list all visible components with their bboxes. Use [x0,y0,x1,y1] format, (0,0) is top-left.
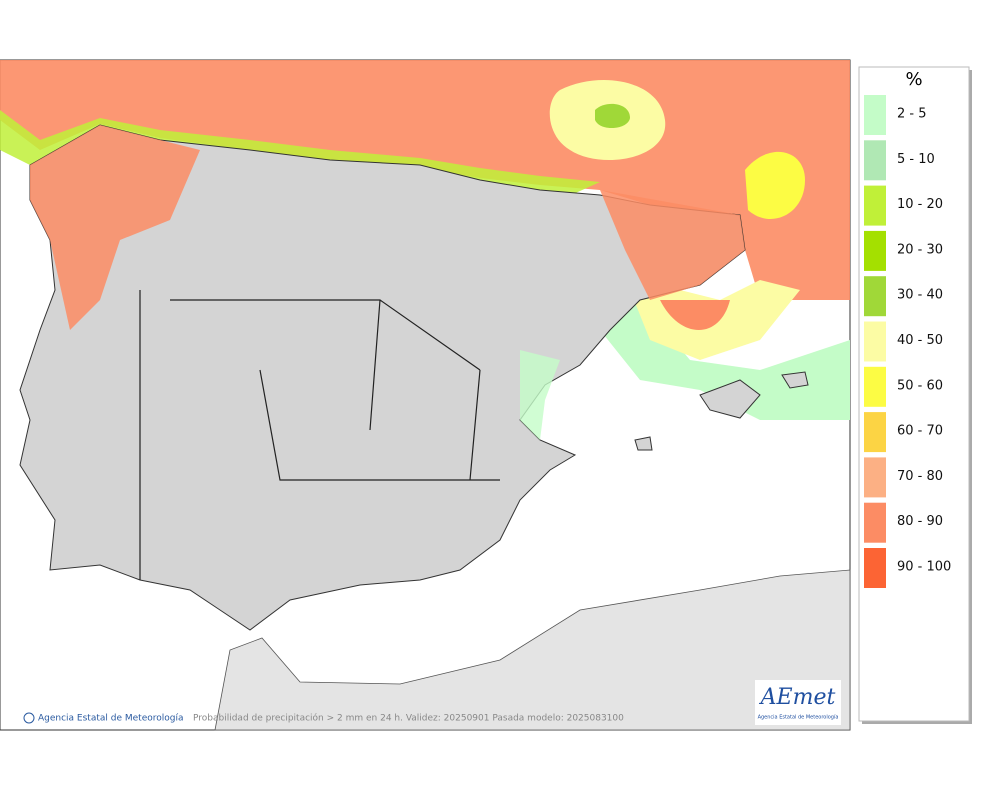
balearics [634,371,809,451]
legend-swatch [864,185,886,226]
legend-label: 10 - 20 [897,197,943,212]
caption: Probabilidad de precipitación > 2 mm en … [193,713,624,724]
legend-swatch [864,140,886,181]
legend-label: 40 - 50 [897,333,943,348]
iberia [19,124,746,631]
legend-label: 80 - 90 [897,514,943,529]
legend-label: 90 - 100 [897,560,951,575]
legend: % 2 - 5 5 - 10 10 - 20 20 - 30 30 - 40 40 - 5… [858,66,972,724]
logo: AEmet [759,685,836,710]
legend-swatch [864,321,886,362]
rain-med3 [660,300,730,330]
legend-swatch [864,95,886,135]
legend-title: % [905,69,922,90]
legend-swatch [864,276,886,317]
rain-valencia [520,350,560,440]
legend-swatch [864,457,886,498]
africa [214,569,851,731]
credit: Agencia Estatal de Meteorología [38,714,184,724]
logo-box [755,680,841,725]
legend-label: 5 - 10 [897,152,935,167]
legend-swatch [864,502,886,543]
map: Agencia Estatal de Meteorología Probabil… [0,59,851,731]
copyright-icon [23,712,35,724]
region-borders [139,290,500,580]
rain-catalonia [600,190,745,300]
legend-label: 2 - 5 [897,107,927,122]
legend-label: 30 - 40 [897,288,943,303]
logo-subtitle: Agencia Estatal de Meteorología [758,714,839,721]
legend-label: 50 - 60 [897,378,943,393]
rain-green [595,103,630,129]
legend-label: 60 - 70 [897,424,943,439]
rain-yellow2 [745,151,805,219]
rain-galicia [30,125,200,330]
legend-label: 70 - 80 [897,469,943,484]
legend-swatch [864,366,886,407]
legend-swatch [864,548,886,588]
legend-swatch [864,412,886,453]
legend-swatch [864,230,886,271]
legend-label: 20 - 30 [897,242,943,257]
